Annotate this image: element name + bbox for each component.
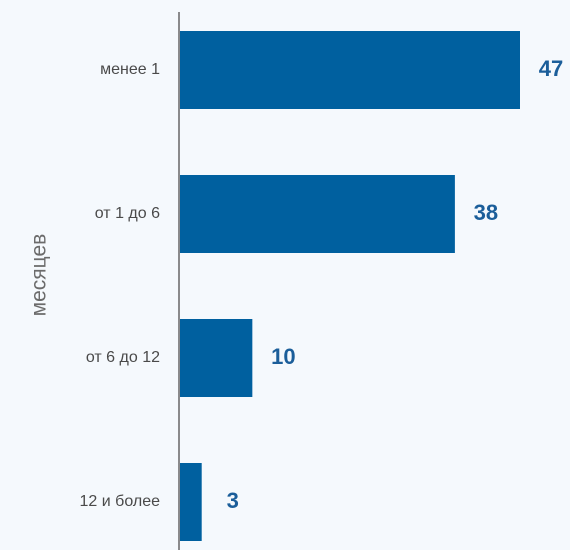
value-label-3: 3 [227, 488, 239, 513]
value-label-0: 47 [539, 56, 563, 81]
bar-3 [180, 463, 202, 541]
category-label-0: менее 1 [100, 61, 160, 78]
value-label-2: 10 [271, 344, 295, 369]
bar-1 [180, 175, 455, 253]
bar-0 [180, 31, 520, 109]
category-label-3: 12 и более [80, 493, 161, 510]
category-label-1: от 1 до 6 [95, 205, 160, 222]
value-label-1: 38 [474, 200, 498, 225]
category-label-2: от 6 до 12 [86, 349, 160, 366]
y-axis-label: месяцев [28, 234, 51, 317]
bars-group: менее 1 47 от 1 до 6 38 от 6 до 12 10 12 и бол… [80, 31, 563, 541]
bar-2 [180, 319, 253, 397]
